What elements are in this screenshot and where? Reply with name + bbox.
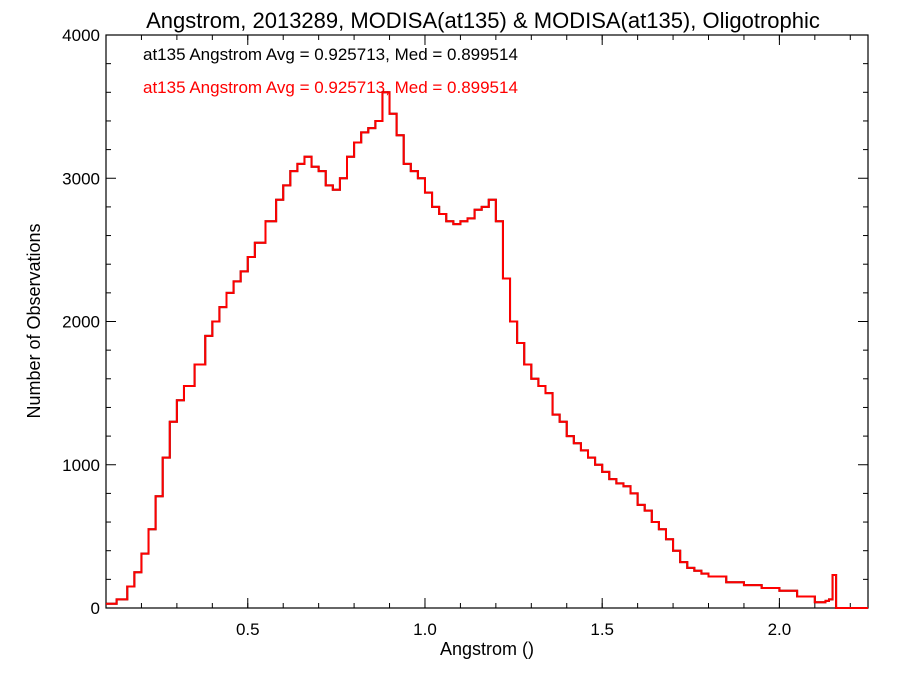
x-tick-label: 0.5 — [236, 620, 260, 639]
chart-title: Angstrom, 2013289, MODISA(at135) & MODIS… — [146, 8, 820, 33]
series-line-0 — [106, 91, 868, 609]
series-layer — [106, 91, 868, 609]
annotation-red: at135 Angstrom Avg = 0.925713, Med = 0.8… — [143, 78, 518, 97]
y-tick-label: 0 — [91, 599, 100, 618]
y-axis-ticks: 0 1000 2000 3000 4000 — [62, 26, 868, 618]
y-tick-label: 1000 — [62, 456, 100, 475]
x-axis-label: Angstrom () — [440, 639, 534, 659]
y-tick-label: 2000 — [62, 313, 100, 332]
x-tick-label: 1.0 — [413, 620, 437, 639]
x-tick-label: 1.5 — [590, 620, 614, 639]
annotation-black: at135 Angstrom Avg = 0.925713, Med = 0.8… — [143, 45, 518, 64]
y-tick-label: 3000 — [62, 169, 100, 188]
x-tick-label: 2.0 — [768, 620, 792, 639]
y-axis-label: Number of Observations — [24, 223, 44, 418]
y-tick-label: 4000 — [62, 26, 100, 45]
series-line-1 — [106, 91, 868, 609]
x-axis-ticks: 0.5 1.0 1.5 2.0 — [105, 35, 851, 639]
